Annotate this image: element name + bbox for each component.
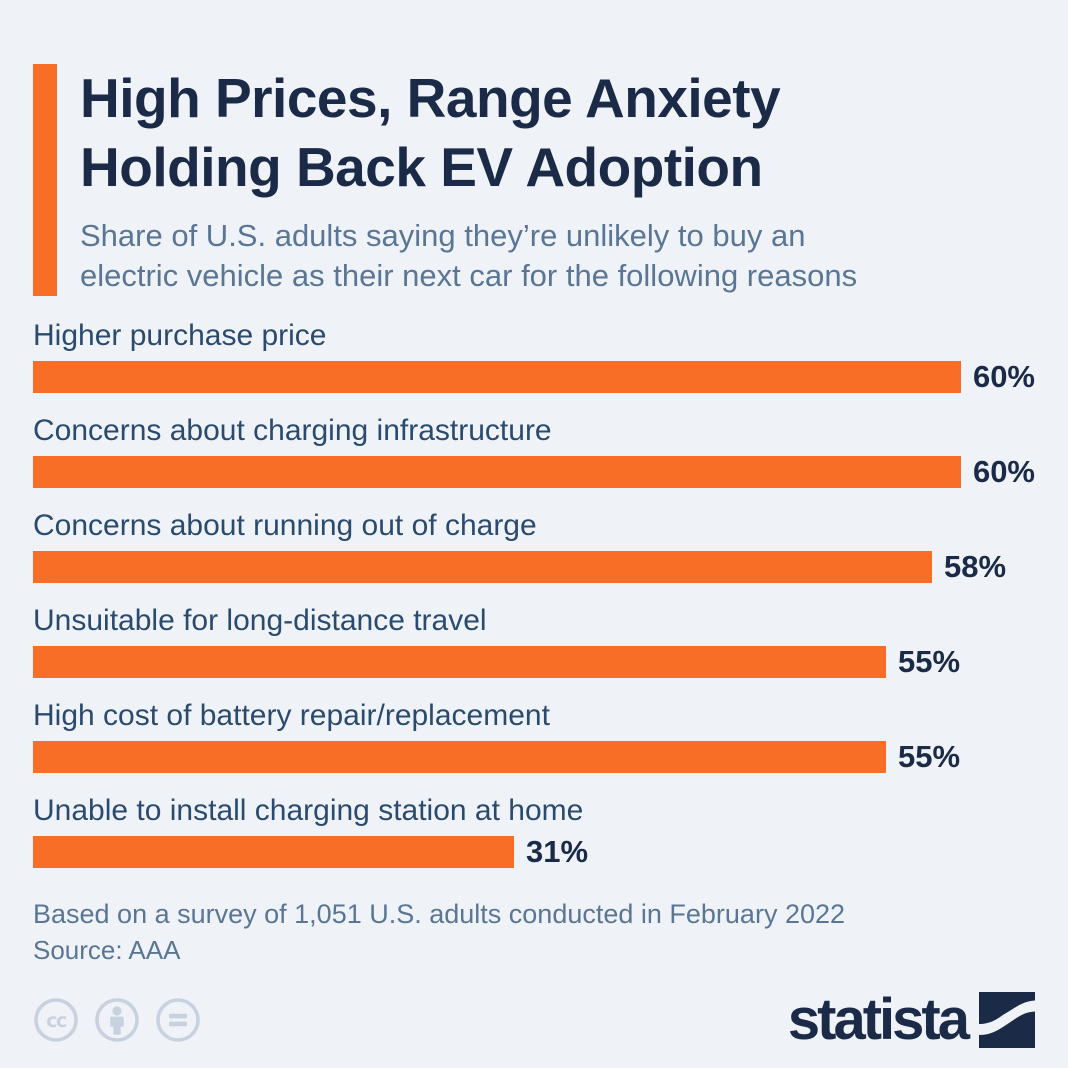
header-text: High Prices, Range Anxiety Holding Back E… [80, 64, 1035, 296]
subtitle-line-2: electric vehicle as their next car for t… [80, 258, 858, 293]
bar [33, 836, 514, 868]
bar-value-label: 60% [972, 454, 1035, 489]
chart-subtitle: Share of U.S. adults saying they’re unli… [80, 216, 1035, 296]
bar [33, 361, 961, 393]
subtitle-line-1: Share of U.S. adults saying they’re unli… [80, 218, 806, 253]
bar-value-label: 60% [972, 359, 1035, 394]
bar-category-label: Unsuitable for long-distance travel [33, 604, 487, 637]
header: High Prices, Range Anxiety Holding Back E… [33, 64, 1035, 296]
page-title: High Prices, Range Anxiety Holding Back E… [80, 64, 1035, 202]
bar-line: 55% [33, 739, 1035, 774]
title-line-1: High Prices, Range Anxiety [80, 67, 781, 129]
bar-category-label: High cost of battery repair/replacement [33, 699, 550, 732]
bar-value-label: 58% [944, 549, 1007, 584]
title-line-2: Holding Back EV Adoption [80, 136, 763, 198]
chart-row: High cost of battery repair/replacement … [33, 698, 1035, 774]
bar-line: 31% [33, 834, 1035, 869]
chart-row: Concerns about charging infrastructure 6… [33, 413, 1035, 489]
bar-line: 60% [33, 454, 1035, 489]
survey-note: Based on a survey of 1,051 U.S. adults c… [33, 899, 846, 929]
cc-icon: cc [33, 997, 79, 1043]
no-derivatives-icon [155, 997, 201, 1043]
bar-category-label: Concerns about running out of charge [33, 509, 537, 542]
source-note: Source: AAA [33, 935, 181, 965]
bar [33, 551, 932, 583]
chart-row: Concerns about running out of charge 58% [33, 508, 1035, 584]
bar [33, 456, 961, 488]
bar [33, 741, 886, 773]
chart-row: Unsuitable for long-distance travel 55% [33, 603, 1035, 679]
statista-logo[interactable]: statista [787, 987, 1035, 1052]
attribution-icon [94, 997, 140, 1043]
statista-logo-icon [979, 992, 1035, 1048]
svg-text:cc: cc [46, 1010, 66, 1032]
chart-row: Higher purchase price 60% [33, 318, 1035, 394]
bar-line: 60% [33, 359, 1035, 394]
bar-line: 55% [33, 644, 1035, 679]
bar-value-label: 55% [898, 739, 961, 774]
chart-row: Unable to install charging station at ho… [33, 793, 1035, 869]
bar-value-label: 31% [526, 834, 589, 869]
bar-category-label: Higher purchase price [33, 319, 327, 352]
cc-license[interactable]: cc [33, 997, 201, 1043]
bar-category-label: Unable to install charging station at ho… [33, 794, 584, 827]
bar-category-label: Concerns about charging infrastructure [33, 414, 552, 447]
bar-chart: Higher purchase price 60% Concerns about… [33, 318, 1035, 869]
footer: Based on a survey of 1,051 U.S. adults c… [33, 896, 1035, 1052]
statista-wordmark: statista [787, 987, 970, 1052]
bar-line: 58% [33, 549, 1035, 584]
bottom-bar: cc [33, 987, 1035, 1052]
bar-value-label: 55% [898, 644, 961, 679]
title-accent-bar [33, 64, 57, 296]
bar [33, 646, 886, 678]
